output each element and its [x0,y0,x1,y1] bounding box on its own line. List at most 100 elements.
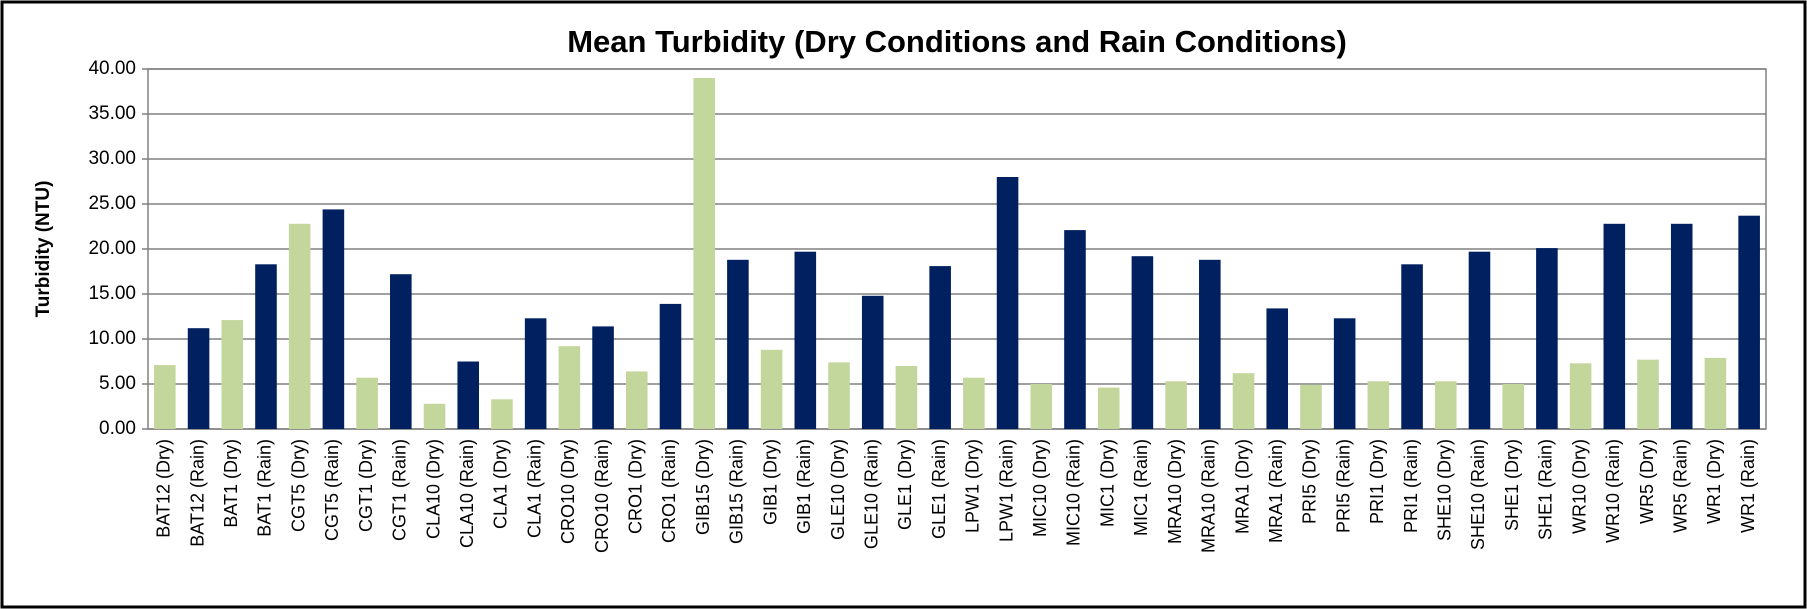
x-tick-label: MIC1 (Dry) [1097,439,1117,527]
x-tick-label: CRO10 (Dry) [558,439,578,544]
bar [1367,381,1390,429]
x-tick-label: CRO1 (Rain) [659,439,679,543]
x-tick-label: MIC10 (Rain) [1064,439,1084,546]
x-tick-label: WR1 (Rain) [1738,439,1758,533]
x-tick-label: PRI1 (Rain) [1401,439,1421,533]
bar [1670,223,1693,429]
x-tick-label: WR10 (Dry) [1569,439,1589,534]
x-tick-label: CLA10 (Dry) [423,439,443,539]
bar [1536,248,1558,429]
bar [558,346,581,429]
x-tick-label: MRA10 (Dry) [1165,439,1185,544]
bar [1468,251,1491,429]
x-tick-label: CLA1 (Dry) [491,439,511,529]
x-tick-label: WR5 (Rain) [1670,439,1690,533]
x-tick-label: WR10 (Rain) [1603,439,1623,543]
x-tick-label: SHE1 (Rain) [1536,439,1556,540]
bar [1502,384,1524,429]
bar [457,361,480,429]
bar [1199,259,1221,429]
bar [1266,308,1289,429]
bar [1030,384,1053,429]
x-tick-label: BAT1 (Rain) [255,439,275,537]
bar [524,318,547,429]
x-tick-label: LPW1 (Dry) [963,439,983,533]
x-tick-label: CGT1 (Rain) [390,439,410,541]
x-tick-label: CGT5 (Rain) [322,439,342,541]
x-tick-label: BAT12 (Dry) [154,439,174,538]
x-tick-label: MRA1 (Dry) [1232,439,1252,534]
x-tick-label: CGT1 (Dry) [356,439,376,532]
bar [1434,381,1457,429]
x-tick-label: CRO1 (Dry) [626,439,646,534]
bar [963,377,985,429]
bar [727,259,749,429]
bar [390,274,412,429]
bar [1232,373,1255,429]
y-tick-label: 25.00 [88,193,136,214]
y-tick-label: 5.00 [99,373,136,394]
bar [1300,384,1322,429]
bar [861,295,884,429]
bar [356,377,378,429]
x-tick-label: MRA1 (Rain) [1266,439,1286,543]
x-tick-label: CGT5 (Dry) [288,439,308,532]
bar [491,399,513,429]
bar [794,251,817,429]
bar [659,303,682,429]
bar [1603,223,1626,429]
x-tick-label: GIB1 (Rain) [794,439,814,534]
y-tick-label: 15.00 [88,283,136,304]
x-tick-label: SHE1 (Dry) [1502,439,1522,531]
bar [1064,230,1086,429]
x-tick-label: SHE10 (Dry) [1435,439,1455,541]
x-tick-label: PRI5 (Rain) [1333,439,1353,533]
y-tick-label: 10.00 [88,328,136,349]
bar [1165,381,1187,429]
bar [322,209,345,429]
x-tick-label: CLA10 (Rain) [457,439,477,548]
x-tick-label: CRO10 (Rain) [592,439,612,553]
x-tick-label: LPW1 (Rain) [996,439,1016,542]
x-tick-label: GIB15 (Rain) [727,439,747,544]
x-tick-label: PRI5 (Dry) [1300,439,1320,524]
bar [1131,256,1154,429]
bar [625,371,648,429]
bar [1637,359,1659,429]
x-tick-label: PRI1 (Dry) [1367,439,1387,524]
x-tick-label: GLE10 (Rain) [861,439,881,549]
y-axis-label: Turbidity (NTU) [33,181,54,318]
chart-title: Mean Turbidity (Dry Conditions and Rain … [567,24,1347,59]
bar [760,349,783,429]
bar [1097,387,1120,429]
x-tick-label: MIC1 (Rain) [1131,439,1151,536]
y-tick-label: 40.00 [88,58,136,79]
bar [1333,318,1356,429]
bar [1401,264,1423,429]
x-tick-label: MIC10 (Dry) [1030,439,1050,537]
bar [592,326,614,429]
x-tick-label: GLE1 (Rain) [929,439,949,539]
x-tick-label: GIB1 (Dry) [760,439,780,525]
y-tick-label: 35.00 [88,103,136,124]
x-tick-label: MRA10 (Rain) [1199,439,1219,553]
x-tick-label: BAT1 (Dry) [221,439,241,528]
bar [929,266,951,429]
x-tick-label: WR5 (Dry) [1637,439,1657,524]
bar [221,320,244,429]
x-tick-label: CLA1 (Rain) [524,439,544,538]
y-tick-label: 0.00 [99,418,136,439]
x-tick-label: WR1 (Dry) [1704,439,1724,524]
x-tick-label: GLE10 (Dry) [828,439,848,540]
bar [255,264,277,429]
bar [1569,363,1592,429]
bar [154,365,176,429]
bar [996,177,1019,429]
x-tick-label: BAT12 (Rain) [187,439,207,547]
bar [828,362,850,429]
bar [1704,357,1727,429]
bar [693,78,715,429]
y-tick-label: 20.00 [88,238,136,259]
bar [288,223,311,429]
y-tick-label: 30.00 [88,148,136,169]
